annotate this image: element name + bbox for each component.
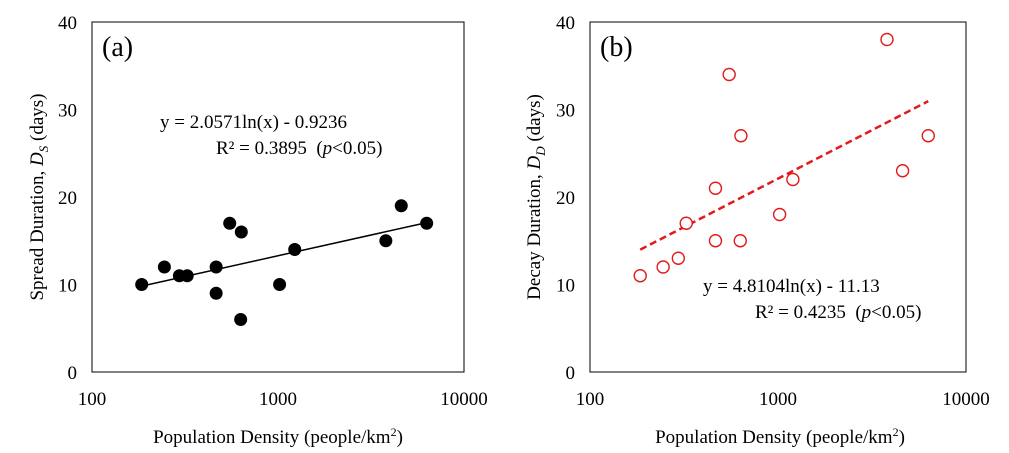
y-axis-label-var-b: D <box>524 156 545 171</box>
data-point <box>921 129 935 143</box>
data-point <box>234 225 248 239</box>
data-point <box>734 129 748 143</box>
data-point <box>379 234 393 248</box>
x-axis-label-sup-a: 2 <box>391 425 397 439</box>
r2-text-a: R² = 0.3895 <box>216 138 307 159</box>
y-tick-label: 30 <box>556 101 575 122</box>
x-axis-label-close-a: ) <box>397 427 403 448</box>
p-var-a: p <box>321 138 333 159</box>
y-axis-label-var-a: D <box>27 152 48 167</box>
data-point <box>135 278 149 291</box>
data-point <box>671 251 686 265</box>
x-tick-label: 1000 <box>759 389 797 410</box>
x-tick-label: 10000 <box>440 389 488 410</box>
data-point <box>288 243 302 256</box>
data-point <box>157 260 171 274</box>
data-point <box>209 286 223 300</box>
x-axis-label-sup-b: 2 <box>893 425 899 439</box>
y-tick-label: 30 <box>58 101 77 122</box>
data-point <box>895 164 910 178</box>
x-axis-label-main-a: Population Density (people/km <box>153 427 391 448</box>
data-point <box>420 216 434 230</box>
y-axis-label-unit-a: (days) <box>27 93 48 145</box>
panel-a: 0 10 20 30 40 100 1000 10000 (a) y = 2.0571ln(… <box>27 13 488 448</box>
x-tick-label: 1000 <box>259 389 297 410</box>
x-tick-label: 10000 <box>942 389 990 410</box>
data-points-a <box>135 199 434 326</box>
data-point <box>209 260 223 274</box>
panel-label-a: (a) <box>102 32 133 63</box>
y-tick-label: 0 <box>566 363 576 384</box>
x-tick-label: 100 <box>78 389 107 410</box>
plot-frame-b <box>589 21 967 373</box>
y-tick-label: 40 <box>58 13 77 34</box>
y-axis-label-b: Decay Duration, DD (days) <box>524 94 548 300</box>
data-point <box>223 216 237 230</box>
data-point <box>772 207 787 222</box>
r2-stat-a: R² = 0.3895 (p<0.05) <box>216 138 382 159</box>
x-axis-label-close-b: ) <box>899 427 905 448</box>
data-point <box>656 260 670 274</box>
data-point <box>180 269 194 283</box>
y-tick-label: 20 <box>58 188 77 209</box>
y-axis-label-main-a: Spread Duration, <box>27 166 48 301</box>
data-point <box>633 269 647 283</box>
p-rest-a: <0.05) <box>332 138 382 159</box>
data-point <box>679 216 693 230</box>
y-axis-label-a: Spread Duration, DS (days) <box>27 93 51 300</box>
r2-stat-b: R² = 0.4235 (p<0.05) <box>755 302 921 323</box>
x-tick-label: 100 <box>576 389 605 410</box>
y-tick-label: 10 <box>556 276 575 297</box>
p-rest-b: <0.05) <box>871 302 921 323</box>
r2-text-b: R² = 0.4235 <box>755 302 846 323</box>
panel-label-b: (b) <box>600 32 633 63</box>
y-axis-label-main-b: Decay Duration, <box>524 170 545 300</box>
y-tick-label: 40 <box>556 13 575 34</box>
p-open-b: ( <box>855 302 861 323</box>
data-point <box>273 278 287 291</box>
y-tick-labels-b: 0 10 20 30 40 <box>556 13 575 384</box>
x-tick-labels-a: 100 1000 10000 <box>78 389 488 410</box>
data-point <box>708 181 723 195</box>
y-axis-label-unit-b: (days) <box>524 94 545 146</box>
data-points-b <box>633 32 935 283</box>
p-open-a: ( <box>316 138 322 159</box>
data-point <box>722 67 736 82</box>
data-point <box>880 32 894 47</box>
y-tick-label: 0 <box>68 363 78 384</box>
trendline <box>639 100 929 251</box>
x-axis-label-b: Population Density (people/km2) <box>655 425 905 448</box>
data-point <box>786 172 800 187</box>
data-point <box>234 313 248 326</box>
y-axis-label-sub-b: D <box>533 146 548 157</box>
x-tick-labels-b: 100 1000 10000 <box>576 389 990 410</box>
y-axis-label-sub-a: S <box>36 145 51 152</box>
equation-a: y = 2.0571ln(x) - 0.9236 <box>160 112 347 133</box>
data-point <box>708 234 723 248</box>
trendline-b <box>639 100 929 251</box>
panel-b: 0 10 20 30 40 100 1000 10000 (b) y = 4.8104ln(… <box>524 13 990 448</box>
data-point <box>394 199 408 213</box>
y-tick-label: 20 <box>556 188 575 209</box>
p-var-b: p <box>860 302 872 323</box>
equation-b: y = 4.8104ln(x) - 11.13 <box>703 276 880 297</box>
plot-frame-a <box>91 21 465 373</box>
x-axis-label-a: Population Density (people/km2) <box>153 425 403 448</box>
data-point <box>733 234 747 248</box>
y-tick-label: 10 <box>58 276 77 297</box>
x-axis-label-main-b: Population Density (people/km <box>655 427 893 448</box>
y-tick-labels-a: 0 10 20 30 40 <box>58 13 77 384</box>
